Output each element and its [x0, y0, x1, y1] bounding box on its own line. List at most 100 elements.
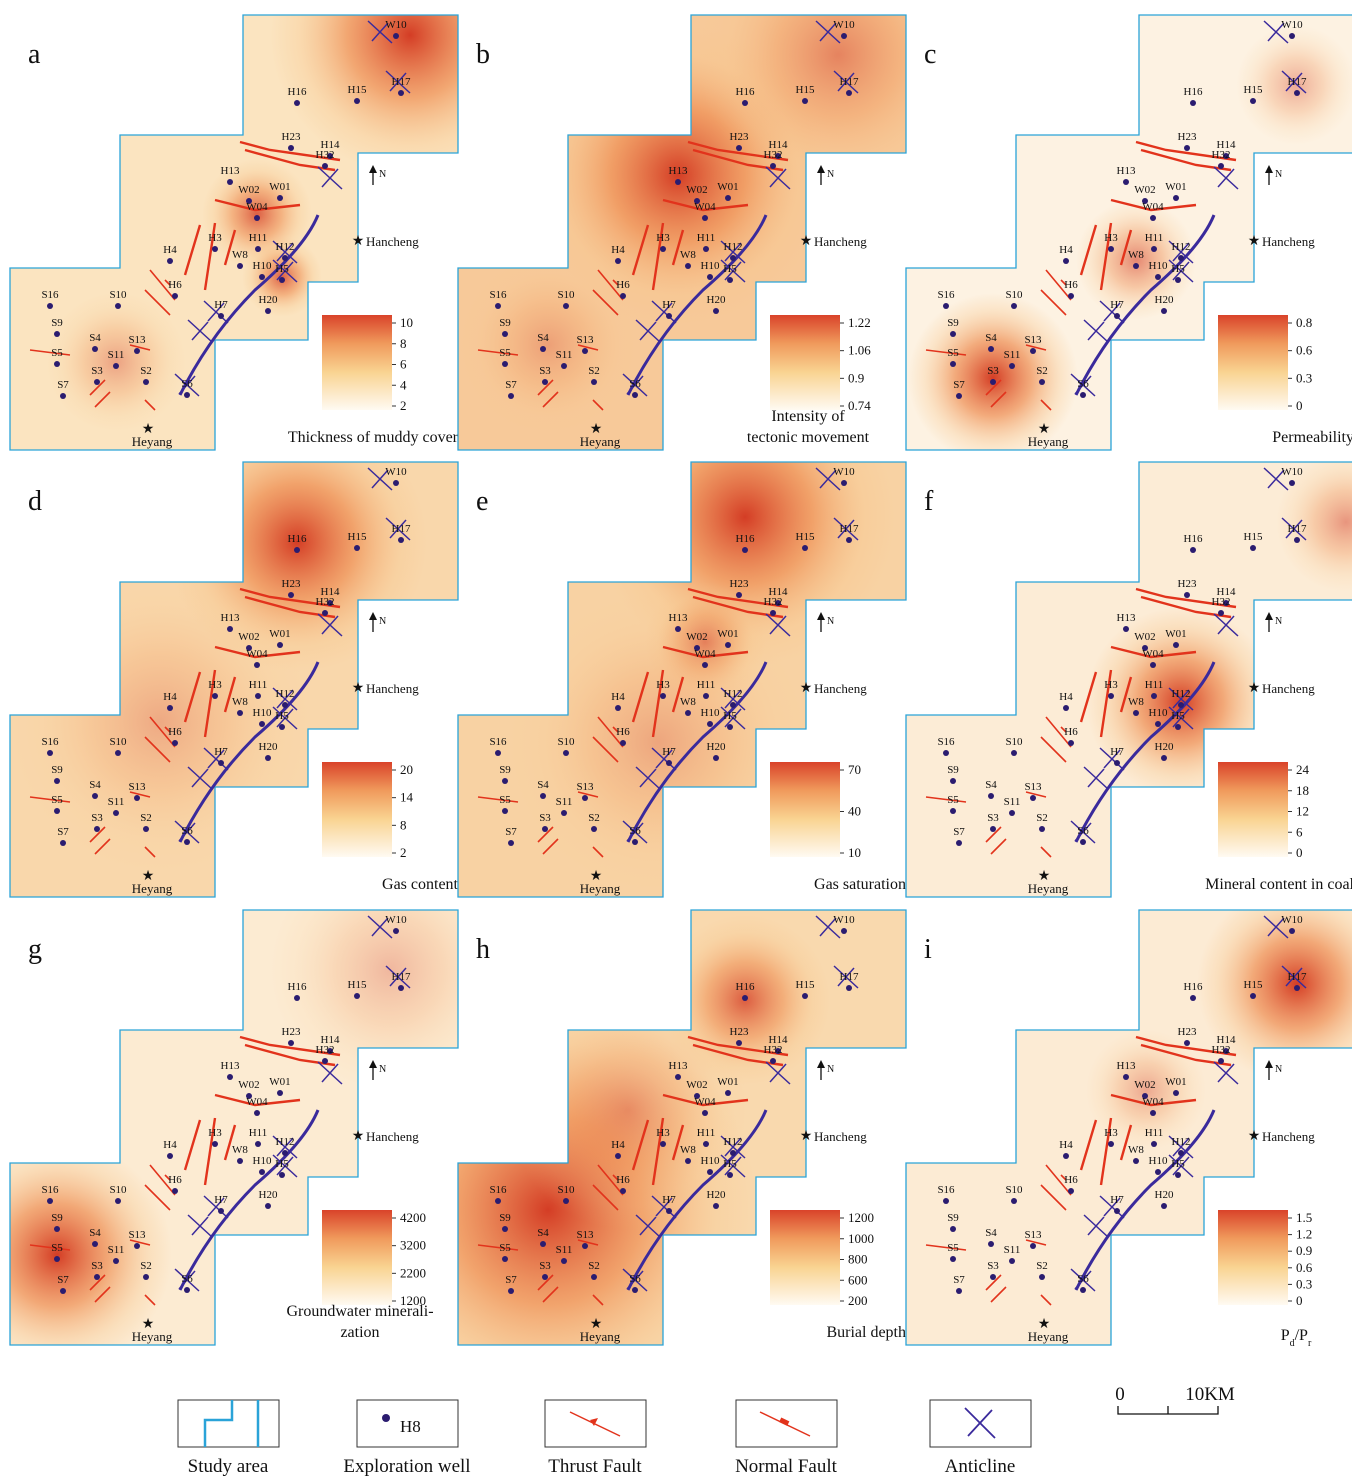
- well-label: H5: [723, 710, 737, 722]
- north-arrow-head: [369, 612, 377, 620]
- exploration-well: [54, 361, 60, 367]
- exploration-well: [1175, 724, 1181, 730]
- exploration-well: [1068, 293, 1074, 299]
- exploration-well: [237, 1158, 243, 1164]
- exploration-well: [666, 760, 672, 766]
- well-label: S3: [91, 1260, 103, 1272]
- well-label: H13: [669, 612, 688, 624]
- title-part: r: [1308, 1338, 1312, 1349]
- exploration-well: [60, 393, 66, 399]
- exploration-well: [956, 840, 962, 846]
- exploration-well: [1063, 258, 1069, 264]
- place-label: Hancheng: [1262, 1129, 1315, 1144]
- exploration-well: [725, 642, 731, 648]
- well-label: S10: [109, 1184, 127, 1196]
- well-label: S7: [953, 379, 965, 391]
- well-label: H6: [168, 279, 182, 291]
- well-label: H3: [1104, 232, 1118, 244]
- well-label: H6: [616, 726, 630, 738]
- well-label: H23: [1178, 1026, 1197, 1038]
- exploration-well: [167, 258, 173, 264]
- exploration-well: [666, 1208, 672, 1214]
- colorbar: [322, 1210, 392, 1305]
- map-panel: W10H17H16H15H23H14H32H13W02W01W04H3H11H1…: [0, 850, 510, 1370]
- well-label: W10: [385, 466, 407, 478]
- exploration-well: [54, 778, 60, 784]
- exploration-well: [1294, 985, 1300, 991]
- well-label: H3: [656, 679, 670, 691]
- well-label: W8: [232, 1144, 248, 1156]
- colorbar-label: 10: [400, 315, 413, 330]
- exploration-well: [703, 693, 709, 699]
- well-label: H3: [1104, 1127, 1118, 1139]
- exploration-well: [1151, 246, 1157, 252]
- well-label: H10: [1149, 1155, 1168, 1167]
- north-label: N: [1275, 1064, 1282, 1075]
- place-label: Hancheng: [366, 234, 419, 249]
- exploration-well: [956, 393, 962, 399]
- well-label: H5: [275, 263, 289, 275]
- exploration-well: [1218, 1058, 1224, 1064]
- exploration-well: [620, 293, 626, 299]
- figure: W10H17H16H15H23H14H32H13W02W01W04H3H11H1…: [0, 0, 1352, 1480]
- well-label: W8: [680, 249, 696, 261]
- exploration-well: [60, 1288, 66, 1294]
- well-label: S9: [51, 764, 63, 776]
- well-label: W04: [246, 648, 268, 660]
- panel-title: Pd/Pr: [1281, 1327, 1312, 1349]
- colorbar-label: 2200: [400, 1265, 426, 1280]
- panel-title: Thickness of muddy cover: [288, 429, 459, 446]
- exploration-well: [563, 303, 569, 309]
- well-label: S3: [987, 1260, 999, 1272]
- well-label: H20: [707, 741, 726, 753]
- well-label: H32: [316, 149, 335, 161]
- well-label: H4: [1059, 1139, 1073, 1151]
- exploration-well: [675, 626, 681, 632]
- exploration-well: [1108, 1141, 1114, 1147]
- place-label: Hancheng: [366, 681, 419, 696]
- exploration-well: [615, 705, 621, 711]
- exploration-well: [1173, 642, 1179, 648]
- exploration-well: [113, 810, 119, 816]
- exploration-well: [495, 1198, 501, 1204]
- exploration-well: [675, 1074, 681, 1080]
- well-label: H5: [275, 710, 289, 722]
- colorbar-label: 0: [1296, 845, 1303, 860]
- well-label: H20: [259, 294, 278, 306]
- well-label: H6: [168, 1174, 182, 1186]
- exploration-well: [113, 363, 119, 369]
- place-label: Heyang: [580, 881, 621, 896]
- well-label: H20: [707, 1189, 726, 1201]
- exploration-well: [727, 277, 733, 283]
- title-part: P: [1281, 1327, 1290, 1344]
- well-label: S10: [109, 289, 127, 301]
- exploration-well: [1108, 693, 1114, 699]
- well-label: H12: [276, 1136, 295, 1148]
- well-label: W10: [1281, 466, 1303, 478]
- exploration-well: [1289, 33, 1295, 39]
- well-label: S16: [489, 289, 507, 301]
- exploration-well: [1030, 1243, 1036, 1249]
- well-label: H10: [701, 260, 720, 272]
- well-label: H7: [662, 1194, 676, 1206]
- exploration-well: [727, 1172, 733, 1178]
- exploration-well: [115, 750, 121, 756]
- exploration-well: [540, 346, 546, 352]
- panel-title: Permeability: [1272, 429, 1352, 446]
- well-label: H3: [1104, 679, 1118, 691]
- well-label: S11: [108, 796, 125, 808]
- well-label: H12: [1172, 241, 1191, 253]
- exploration-well: [508, 393, 514, 399]
- exploration-well: [172, 293, 178, 299]
- colorbar-label: 1200: [848, 1210, 874, 1225]
- exploration-well: [770, 1058, 776, 1064]
- well-label: H16: [736, 981, 755, 993]
- well-label: S7: [953, 1274, 965, 1286]
- exploration-well: [736, 592, 742, 598]
- exploration-well: [846, 537, 852, 543]
- exploration-well: [1150, 1110, 1156, 1116]
- exploration-well: [1080, 839, 1086, 845]
- exploration-well: [212, 246, 218, 252]
- well-label: S3: [91, 812, 103, 824]
